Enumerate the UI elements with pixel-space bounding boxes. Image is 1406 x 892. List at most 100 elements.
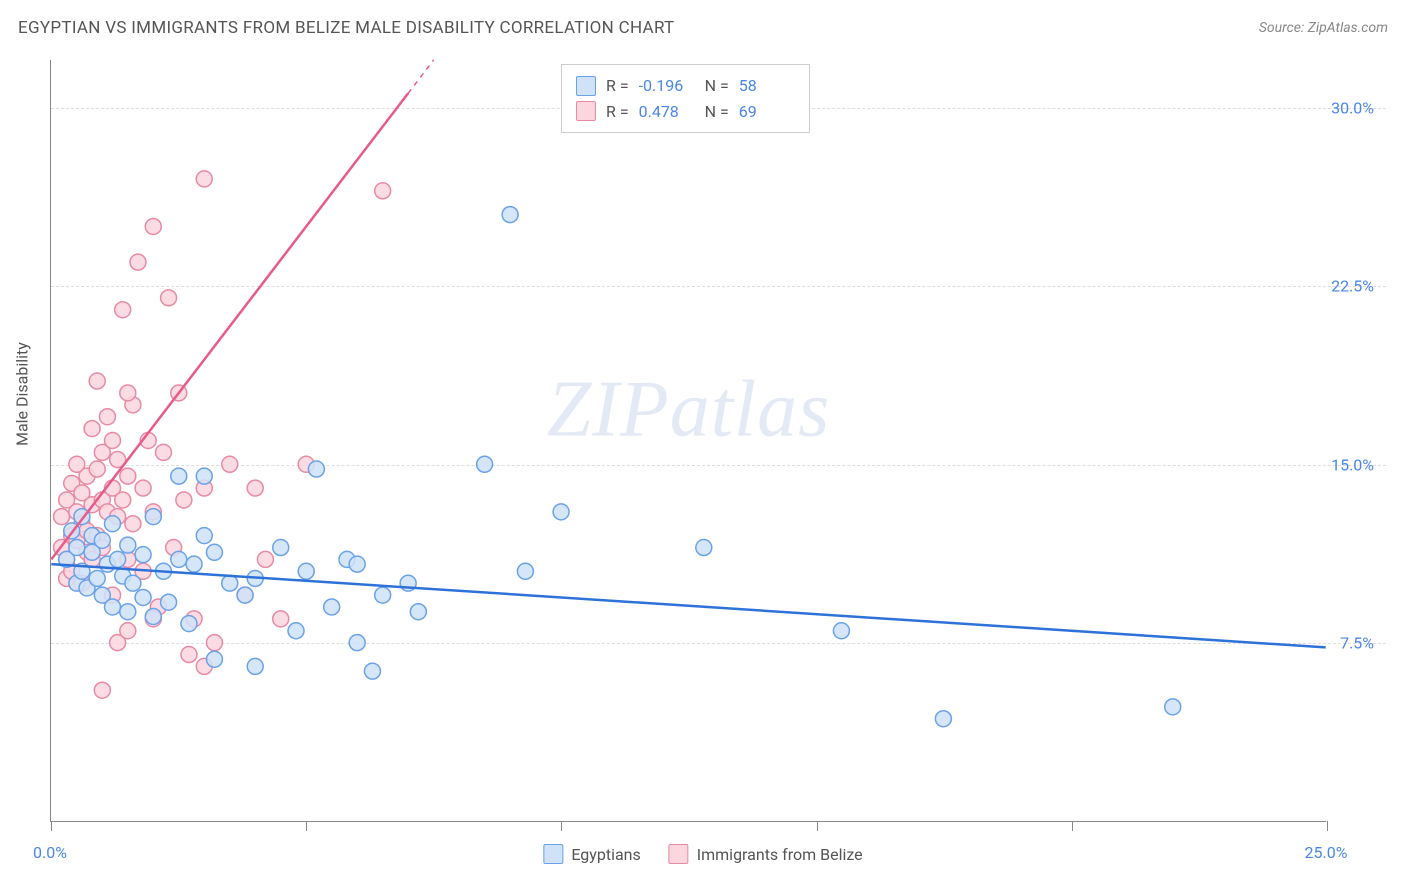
data-point [94, 682, 110, 698]
data-point [349, 556, 365, 572]
data-point [196, 528, 212, 544]
data-point [145, 218, 161, 234]
stats-row-egyptians: R = -0.196 N = 58 [576, 73, 795, 99]
data-point [553, 504, 569, 520]
y-axis-label: Male Disability [13, 342, 32, 446]
data-point [145, 509, 161, 525]
swatch-egyptians-icon [576, 76, 596, 96]
data-point [130, 254, 146, 270]
data-point [69, 540, 85, 556]
data-point [145, 608, 161, 624]
data-point [477, 456, 493, 472]
data-point [54, 509, 70, 525]
data-point [135, 480, 151, 496]
r-label: R = [606, 73, 629, 99]
data-point [502, 207, 518, 223]
data-point [206, 635, 222, 651]
data-point [222, 456, 238, 472]
data-point [176, 492, 192, 508]
n-value-belize: 69 [739, 99, 795, 125]
data-point [120, 537, 136, 553]
data-point [186, 556, 202, 572]
data-point [273, 611, 289, 627]
data-point [120, 604, 136, 620]
data-point [110, 551, 126, 567]
data-point [206, 651, 222, 667]
y-tick-label: 30.0% [1331, 98, 1374, 117]
n-label: N = [705, 99, 729, 125]
data-point [115, 492, 131, 508]
data-point [696, 540, 712, 556]
legend: Egyptians Immigrants from Belize [543, 844, 862, 864]
data-point [120, 385, 136, 401]
data-point [135, 547, 151, 563]
y-tick-label: 15.0% [1331, 455, 1374, 474]
data-point [171, 468, 187, 484]
data-point [105, 599, 121, 615]
data-point [89, 373, 105, 389]
y-tick-label: 7.5% [1340, 634, 1374, 653]
data-point [99, 409, 115, 425]
data-point [935, 711, 951, 727]
swatch-egyptians-icon [543, 844, 563, 864]
data-point [308, 461, 324, 477]
data-point [161, 290, 177, 306]
data-point [196, 171, 212, 187]
r-value-egyptians: -0.196 [639, 73, 695, 99]
data-point [298, 563, 314, 579]
stats-box: R = -0.196 N = 58 R = 0.478 N = 69 [561, 64, 810, 133]
data-point [155, 444, 171, 460]
data-point [115, 302, 131, 318]
x-tick-label: 25.0% [1305, 843, 1348, 862]
n-label: N = [705, 73, 729, 99]
data-point [161, 594, 177, 610]
x-tick-label: 0.0% [33, 843, 67, 862]
legend-label-egyptians: Egyptians [571, 845, 640, 864]
trend-line [51, 93, 408, 559]
chart-area: ZIPatlas R = -0.196 N = 58 R = 0.478 N =… [50, 60, 1386, 822]
data-point [410, 604, 426, 620]
data-point [120, 623, 136, 639]
data-point [84, 421, 100, 437]
data-point [247, 658, 263, 674]
data-point [135, 589, 151, 605]
data-point [89, 461, 105, 477]
plot-region: ZIPatlas R = -0.196 N = 58 R = 0.478 N =… [50, 60, 1326, 822]
data-point [324, 599, 340, 615]
data-point [349, 635, 365, 651]
data-point [94, 532, 110, 548]
data-point [222, 575, 238, 591]
legend-item-egyptians: Egyptians [543, 844, 640, 864]
data-point [517, 563, 533, 579]
data-point [237, 587, 253, 603]
data-point [125, 516, 141, 532]
r-label: R = [606, 99, 629, 125]
data-point [206, 544, 222, 560]
data-point [257, 551, 273, 567]
data-point [181, 647, 197, 663]
trend-line-dashed [408, 60, 433, 93]
data-point [105, 433, 121, 449]
data-point [375, 587, 391, 603]
scatter-svg [51, 60, 1326, 821]
r-value-belize: 0.478 [639, 99, 695, 125]
stats-row-belize: R = 0.478 N = 69 [576, 99, 795, 125]
trend-line [51, 564, 1325, 647]
data-point [833, 623, 849, 639]
data-point [105, 516, 121, 532]
data-point [247, 480, 263, 496]
n-value-egyptians: 58 [739, 73, 795, 99]
data-point [273, 540, 289, 556]
data-point [364, 663, 380, 679]
swatch-belize-icon [576, 101, 596, 121]
chart-title: EGYPTIAN VS IMMIGRANTS FROM BELIZE MALE … [18, 18, 675, 38]
data-point [181, 616, 197, 632]
y-tick-label: 22.5% [1331, 277, 1374, 296]
legend-item-belize: Immigrants from Belize [669, 844, 863, 864]
data-point [375, 183, 391, 199]
data-point [288, 623, 304, 639]
source-attribution: Source: ZipAtlas.com [1259, 20, 1388, 36]
data-point [171, 551, 187, 567]
data-point [89, 570, 105, 586]
data-point [125, 575, 141, 591]
